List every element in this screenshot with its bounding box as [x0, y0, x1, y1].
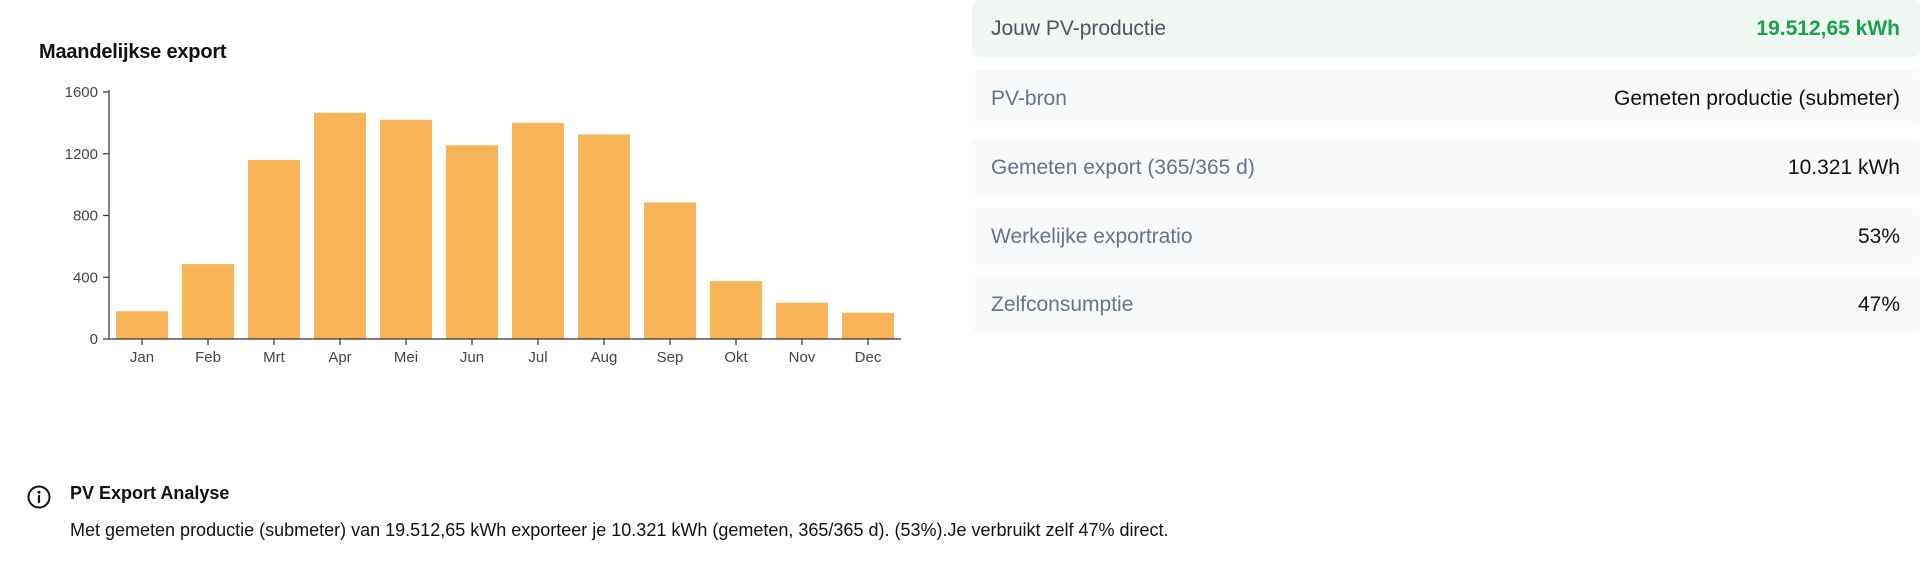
- stat-label: Jouw PV-productie: [991, 16, 1167, 40]
- x-tick-label: Jan: [130, 349, 154, 366]
- x-tick-label: Dec: [855, 349, 882, 366]
- bar-apr: [314, 112, 366, 339]
- stat-value: Gemeten productie (submeter): [1614, 86, 1900, 110]
- y-tick-label: 400: [73, 269, 98, 286]
- bar-mrt: [248, 159, 300, 339]
- bar-mei: [380, 119, 432, 339]
- stat-value: 10.321 kWh: [1787, 155, 1900, 179]
- y-tick-label: 0: [90, 331, 98, 348]
- info-text: Met gemeten productie (submeter) van 19.…: [70, 520, 1169, 540]
- info-icon: [27, 485, 51, 509]
- x-tick-label: Jun: [460, 349, 484, 366]
- stat-label: Gemeten export (365/365 d): [991, 155, 1255, 179]
- y-tick-label: 1200: [65, 146, 98, 163]
- chart-title: Maandelijkse export: [39, 41, 227, 63]
- x-tick-label: Sep: [657, 349, 684, 366]
- x-tick-label: Okt: [724, 349, 748, 366]
- stat-value: 47%: [1857, 292, 1900, 316]
- stat-row-pv-source: PV-bron Gemeten productie (submeter): [972, 70, 1920, 127]
- stat-value: 53%: [1857, 224, 1900, 248]
- y-tick-label: 800: [73, 208, 98, 225]
- info-title: PV Export Analyse: [70, 483, 230, 503]
- bar-okt: [710, 281, 762, 339]
- stat-label: PV-bron: [991, 86, 1067, 110]
- bar-nov: [776, 302, 828, 339]
- x-tick-label: Nov: [789, 349, 816, 366]
- bar-dec: [842, 312, 894, 339]
- x-tick-label: Mrt: [263, 349, 285, 366]
- stat-value: 19.512,65 kWh: [1756, 16, 1900, 40]
- bar-sep: [644, 202, 696, 339]
- stat-row-self-consumption: Zelfconsumptie 47%: [972, 276, 1920, 333]
- stat-row-pv-production: Jouw PV-productie 19.512,65 kWh: [972, 0, 1920, 57]
- x-tick-label: Feb: [195, 349, 221, 366]
- bar-feb: [182, 264, 234, 339]
- monthly-export-chart: 0 400 800 1200 1600 Jan Feb Mrt Apr Mei Jun Jul Aug S…: [65, 84, 901, 366]
- bar-jun: [446, 145, 498, 339]
- x-tick-label: Jul: [528, 349, 547, 366]
- stat-row-export-ratio: Werkelijke exportratio 53%: [972, 208, 1920, 265]
- bar-jan: [116, 311, 168, 339]
- stat-label: Werkelijke exportratio: [991, 224, 1193, 248]
- x-tick-label: Apr: [328, 349, 351, 366]
- stat-label: Zelfconsumptie: [991, 292, 1134, 316]
- stat-row-measured-export: Gemeten export (365/365 d) 10.321 kWh: [972, 139, 1920, 196]
- bar-jul: [512, 122, 564, 340]
- x-tick-label: Mei: [394, 349, 418, 366]
- y-tick-label: 1600: [65, 84, 98, 101]
- x-tick-label: Aug: [591, 349, 618, 366]
- bar-aug: [578, 134, 630, 339]
